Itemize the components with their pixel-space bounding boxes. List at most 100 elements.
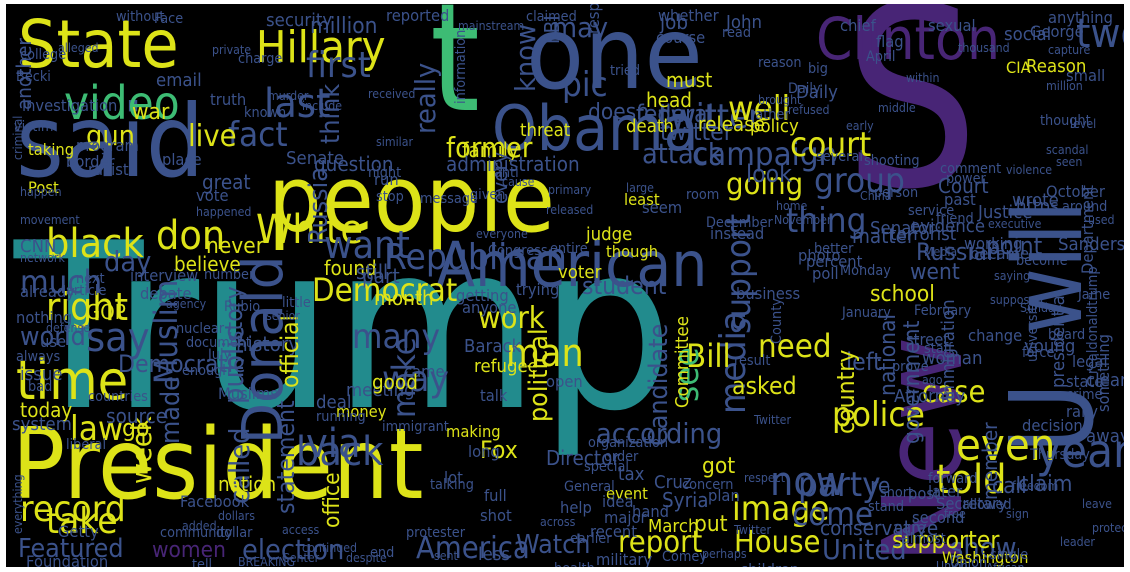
word: claim [1018, 472, 1073, 497]
word: service [908, 203, 955, 219]
word: April [866, 49, 896, 65]
word: Comey [662, 549, 707, 565]
word: major [604, 508, 647, 527]
word: earlier [570, 531, 612, 547]
word: Sunday [1020, 301, 1062, 315]
word: racist [88, 160, 129, 179]
word: decision [1022, 416, 1083, 435]
word: thought [1040, 113, 1091, 129]
word: voter [558, 262, 602, 283]
word: entire [550, 241, 588, 257]
word: victim [14, 119, 54, 135]
word: capture [1048, 43, 1091, 57]
word: added [182, 519, 217, 533]
word: defense [46, 321, 91, 335]
word: claimed [526, 9, 577, 25]
word: look [746, 160, 792, 188]
word: year [1036, 424, 1124, 478]
word: seen [1056, 155, 1083, 169]
word: violence [1006, 163, 1053, 177]
word: people [268, 146, 555, 253]
word: allowed [962, 497, 1012, 513]
word: Center [282, 551, 320, 565]
word: talking [430, 477, 474, 493]
word: order [604, 449, 639, 465]
word: health [554, 562, 595, 567]
word: Republican [384, 237, 567, 278]
word: protester [406, 525, 466, 541]
word: now [770, 459, 846, 505]
word: told [936, 457, 1007, 503]
word: Getty [58, 522, 99, 541]
word: came [404, 362, 445, 381]
word: rally [1066, 402, 1098, 421]
word: information [453, 29, 469, 105]
word: tried [610, 63, 641, 79]
word: dollars [218, 509, 255, 523]
word: Cruz [654, 472, 692, 493]
word: world [20, 322, 86, 352]
word: Committee [672, 316, 693, 408]
word: home [776, 199, 808, 213]
word: everyone [476, 227, 528, 241]
word: Foundation [26, 552, 109, 568]
word: agency [166, 297, 207, 311]
word: friend [936, 211, 974, 227]
word: today [20, 398, 73, 422]
word: saying [994, 269, 1031, 283]
word: small [1066, 66, 1106, 85]
word: December [706, 215, 773, 231]
word: election [242, 533, 345, 566]
word: known [244, 105, 287, 121]
word: prove [892, 359, 929, 375]
word: without [116, 9, 165, 25]
word: despite [346, 551, 387, 565]
word: national [876, 313, 901, 396]
word: school [870, 282, 935, 307]
word: almost [902, 531, 946, 547]
word: past [944, 190, 976, 209]
word: community [160, 525, 233, 541]
word: idea [602, 492, 634, 511]
word: given [470, 187, 506, 203]
word: record [20, 489, 126, 530]
word: chief [840, 16, 876, 35]
word: mainstream [458, 19, 525, 33]
word: Congress [488, 243, 548, 259]
word: thousand [958, 41, 1010, 55]
word: Trump [14, 195, 674, 462]
word: Sanders [1058, 234, 1124, 255]
word: say [86, 315, 150, 361]
word: Barack [464, 336, 522, 357]
word: Media [924, 245, 958, 259]
word: power [946, 171, 986, 187]
word: anti [494, 165, 519, 181]
word: China [860, 189, 892, 203]
word: within [906, 71, 940, 85]
word: Secretary [936, 494, 1007, 513]
word: murder [268, 89, 309, 103]
word: already [20, 282, 75, 301]
word: BREAKING [238, 555, 296, 567]
word: must [666, 68, 713, 92]
word: go [122, 414, 150, 442]
word: White [256, 207, 364, 253]
word: fact [228, 115, 288, 155]
word: criminal [11, 115, 25, 160]
word: special [584, 459, 629, 475]
word: though [606, 242, 659, 261]
word: making [446, 422, 501, 441]
word: countries [88, 389, 148, 405]
word: CIA [1006, 58, 1031, 77]
word: response [584, 4, 603, 34]
word: student [582, 272, 667, 300]
word: t [430, 4, 481, 146]
word: less [478, 544, 511, 565]
word: think [316, 83, 346, 144]
word: nation [218, 472, 277, 496]
word: children [740, 562, 799, 568]
word: know [509, 23, 542, 92]
word: America [416, 531, 530, 566]
word: doesn [588, 100, 650, 125]
